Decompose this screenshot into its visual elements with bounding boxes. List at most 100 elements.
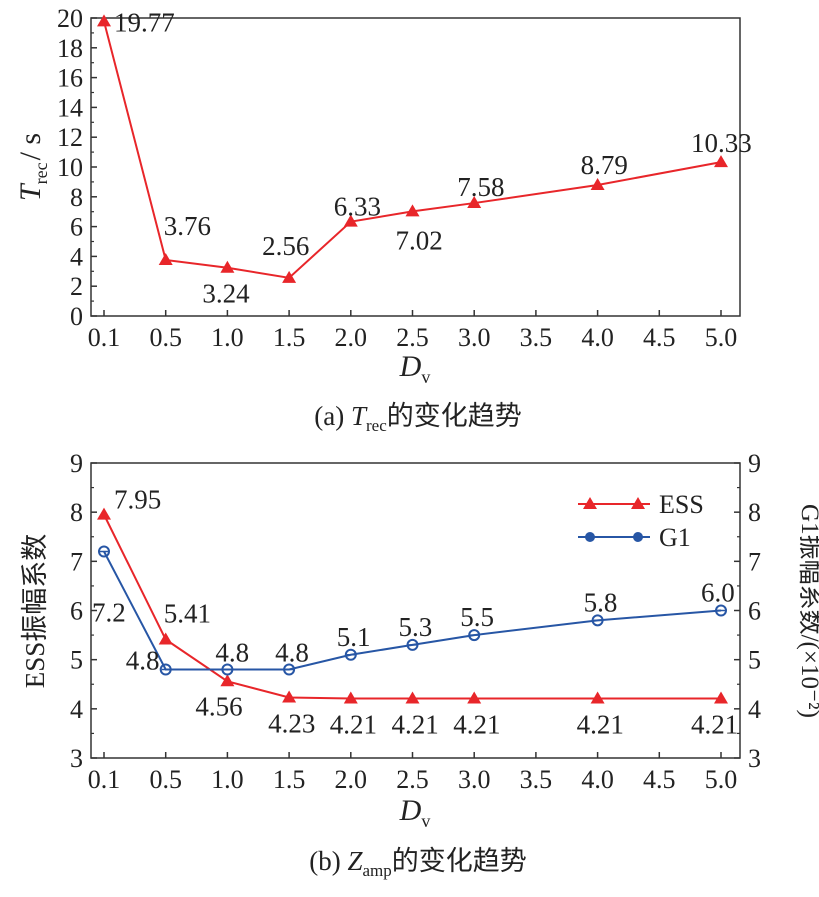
data-label-series: 19.77 <box>114 7 175 37</box>
chart-a-series <box>97 14 728 283</box>
x-tick-label: 1.5 <box>273 323 306 352</box>
data-label-series: 7.58 <box>457 172 504 202</box>
legend-ess-marker <box>631 497 645 509</box>
x-tick-label: 3.0 <box>458 323 491 352</box>
y-right-tick-label: 5 <box>748 646 761 675</box>
data-label-g1: 6.0 <box>701 578 735 608</box>
data-label-g1: 5.5 <box>460 602 494 632</box>
legend-ess-label: ESS <box>659 490 704 519</box>
y-tick-label: 8 <box>70 498 83 527</box>
series-series-point <box>714 155 728 168</box>
legend-item-g1: G1 <box>578 523 691 552</box>
data-label-g1: 4.8 <box>126 646 160 676</box>
series-g1-point <box>468 629 481 642</box>
y-tick-label: 8 <box>70 183 83 212</box>
y-tick-label: 18 <box>57 34 83 63</box>
series-g1-point <box>98 545 110 558</box>
chart-b-x-axis-title: Dv <box>399 794 431 831</box>
data-label-ess: 4.21 <box>577 710 624 740</box>
series-ess-point <box>343 691 358 704</box>
x-tick-label: 1.5 <box>273 765 306 794</box>
series-g1-point <box>221 663 234 676</box>
x-tick-label: 0.1 <box>88 765 121 794</box>
data-label-ess: 4.21 <box>691 710 738 740</box>
data-label-ess: 7.95 <box>114 485 161 515</box>
y-tick-label: 6 <box>70 213 83 242</box>
series-series-point <box>158 252 173 265</box>
data-label-ess: 4.21 <box>392 710 439 740</box>
y-tick-label: 7 <box>70 547 83 576</box>
series-series-point <box>220 260 235 273</box>
data-label-ess: 4.21 <box>330 710 377 740</box>
legend-item-ess: ESS <box>578 490 704 519</box>
data-label-g1: 5.8 <box>584 587 618 617</box>
chart-b-data-labels: 7.955.414.564.23 4.21 4.21 4.21 4.21 4.217.24… <box>92 485 738 740</box>
data-label-series: 3.76 <box>164 211 211 241</box>
data-label-ess: 5.41 <box>164 599 211 629</box>
series-ess-point <box>590 691 605 704</box>
series-ess-point <box>282 690 297 703</box>
chart-b: 0.1 0.5 1.0 1.5 2.0 2.5 3.0 3.5 4.0 4.5 5.0 3 4 5 6 7 8 9… <box>20 449 819 880</box>
x-tick-label: 4.0 <box>581 323 614 352</box>
series-ess-point <box>467 691 482 704</box>
data-label-g1: 4.8 <box>215 638 249 668</box>
y-right-tick-label: 7 <box>748 547 761 576</box>
chart-b-axes: 0.1 0.5 1.0 1.5 2.0 2.5 3.0 3.5 4.0 4.5 5.0 3 4 5 6 7 8 9… <box>70 449 761 794</box>
series-series-point <box>467 196 482 209</box>
x-tick-label: 4.0 <box>581 765 614 794</box>
legend-g1-marker <box>633 532 643 542</box>
x-tick-label: 2.0 <box>335 323 368 352</box>
chart-b-right-axis-title: G1振幅系数/(×10⁻²) <box>796 504 819 718</box>
x-tick-label: 2.5 <box>396 765 429 794</box>
y-tick-label: 14 <box>57 93 83 122</box>
chart-a-data-labels: 19.77 3.76 3.24 2.56 6.33 7.02 7.58 8.79 10.33 <box>114 7 752 308</box>
chart-a-caption: (a) Trec的变化趋势 <box>314 401 522 435</box>
chart-a: 0.1 0.5 1.0 1.5 2.0 2.5 3.0 3.5 4.0 4.5 5.00246810… <box>14 4 752 435</box>
y-tick-label: 3 <box>70 744 83 773</box>
y-right-tick-label: 6 <box>748 597 761 626</box>
y-tick-label: 5 <box>70 646 83 675</box>
chart-a-plot-frame <box>90 17 741 317</box>
chart-b-left-axis-title: ESS振幅系数 <box>20 534 50 689</box>
data-label-g1: 5.1 <box>337 622 371 652</box>
chart-a-y-axis-title: Trec/ s <box>14 133 51 201</box>
chart-a-x-axis-title: Dv <box>399 350 431 387</box>
data-label-g1: 5.3 <box>399 612 433 642</box>
data-label-ess: 4.21 <box>453 710 500 740</box>
y-right-tick-label: 4 <box>748 695 761 724</box>
x-tick-label: 2.5 <box>396 323 429 352</box>
y-tick-label: 20 <box>57 4 83 33</box>
series-ess-point <box>405 691 420 704</box>
data-label-series: 10.33 <box>691 128 752 158</box>
x-tick-label: 3.5 <box>520 323 553 352</box>
y-tick-label: 9 <box>70 449 83 478</box>
x-tick-label: 4.5 <box>643 765 676 794</box>
y-tick-label: 12 <box>57 123 83 152</box>
series-ess-point <box>220 674 235 687</box>
x-tick-label: 2.0 <box>335 765 368 794</box>
series-g1-point <box>344 648 357 661</box>
legend-ess-marker <box>583 497 597 509</box>
data-label-ess: 4.56 <box>195 691 242 721</box>
y-tick-label: 10 <box>57 153 83 182</box>
series-g1-point <box>159 663 172 676</box>
x-tick-label: 5.0 <box>705 323 738 352</box>
data-label-g1: 7.2 <box>92 598 126 628</box>
series-series-point <box>282 270 297 283</box>
series-series-point <box>590 178 605 191</box>
x-tick-label: 3.0 <box>458 765 491 794</box>
data-label-series: 3.24 <box>202 279 250 309</box>
y-tick-label: 4 <box>70 242 83 271</box>
y-right-tick-label: 8 <box>748 498 761 527</box>
y-tick-label: 4 <box>70 695 83 724</box>
y-tick-label: 16 <box>57 64 83 93</box>
legend-g1-marker <box>585 532 595 542</box>
x-tick-label: 0.5 <box>149 765 182 794</box>
series-series-point <box>405 204 420 217</box>
x-tick-label: 1.0 <box>211 765 244 794</box>
chart-a-axes: 0.1 0.5 1.0 1.5 2.0 2.5 3.0 3.5 4.0 4.5 5.0 0246810… <box>57 4 737 352</box>
data-label-series: 8.79 <box>581 150 628 180</box>
series-ess-point <box>97 507 111 520</box>
y-tick-label: 6 <box>70 597 83 626</box>
